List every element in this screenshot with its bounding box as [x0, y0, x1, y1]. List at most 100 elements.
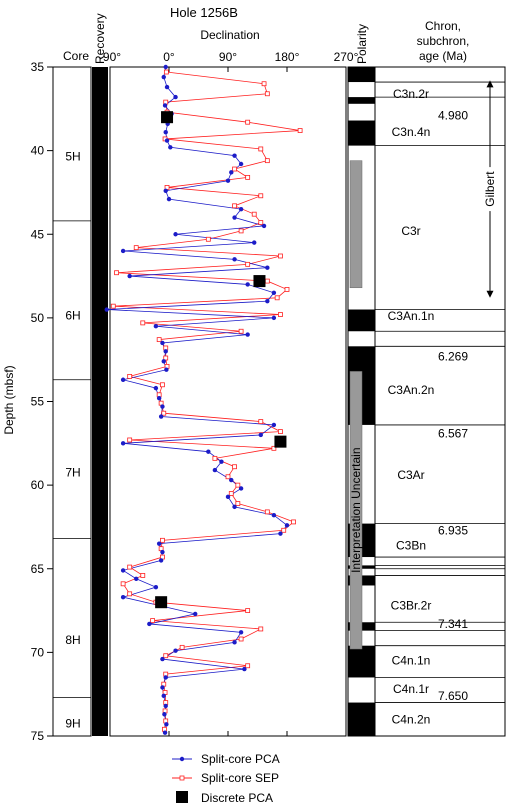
pca-point	[158, 414, 164, 419]
x-axis-label: Declination	[200, 28, 259, 42]
pca-point	[120, 377, 126, 382]
pca-point	[162, 730, 168, 735]
sep-point	[264, 509, 270, 515]
chron-label: C3n.4n	[392, 125, 431, 139]
pca-point	[164, 138, 170, 143]
x-tick-label: -90°	[99, 50, 121, 64]
pca-point	[104, 307, 109, 312]
sep-point	[160, 537, 165, 543]
gilbert-label: Gilbert	[483, 171, 497, 207]
chron-label: C3r	[401, 224, 420, 238]
pca-point	[261, 223, 267, 229]
x-tick-label: 270°	[334, 50, 359, 64]
chart-title: Hole 1256B	[170, 5, 238, 20]
sep-point	[245, 174, 251, 180]
pca-point	[219, 459, 224, 464]
sep-point	[110, 303, 116, 309]
sep-point	[245, 663, 251, 669]
sep-point	[127, 591, 133, 597]
sep-point	[235, 482, 241, 488]
pca-point	[225, 178, 231, 183]
sep-point	[238, 636, 244, 642]
polarity-column-header: Polarity	[355, 24, 369, 64]
y-tick-label: 70	[31, 645, 45, 659]
pca-point	[163, 64, 168, 70]
pca-point	[168, 145, 173, 150]
age-label: 7.650	[438, 689, 468, 703]
pca-point	[163, 130, 168, 135]
chron-column	[374, 66, 506, 737]
age-label: 6.935	[438, 523, 468, 537]
chron-label: C3Br.2r	[391, 599, 432, 613]
uncertain-label: Interpretation Uncertain	[349, 448, 363, 573]
pca-point	[284, 523, 290, 528]
pca-point	[229, 170, 234, 175]
sep-point	[232, 464, 237, 470]
pca-point	[238, 630, 244, 635]
chron-column-header: Chron, subchron, age (Ma)	[417, 19, 470, 63]
pca-point	[258, 432, 263, 438]
pca-point	[163, 675, 168, 680]
discrete-pca-point	[253, 275, 266, 288]
age-label: 6.567	[438, 426, 468, 440]
series-line-sep	[113, 71, 301, 730]
pca-point	[161, 359, 166, 364]
sep-point	[127, 564, 133, 570]
pca-point	[163, 188, 168, 193]
pca-point	[242, 666, 247, 672]
y-tick-label: 50	[31, 311, 45, 325]
pca-point	[161, 693, 166, 699]
pca-point	[164, 722, 169, 727]
sep-point	[160, 382, 165, 388]
core-label: 9H	[65, 717, 80, 731]
y-tick-label: 55	[31, 395, 45, 409]
sep-point	[232, 203, 237, 209]
pca-point	[232, 153, 237, 158]
sep-point	[127, 437, 133, 443]
discrete-pca-point	[161, 111, 174, 124]
sep-point	[261, 81, 267, 87]
sep-point	[264, 278, 270, 284]
x-tick-label: 90°	[219, 50, 237, 64]
pca-point	[156, 541, 162, 546]
declination-plot-frame	[109, 66, 347, 737]
pca-point	[265, 298, 270, 304]
pca-point	[158, 558, 164, 563]
sep-point	[291, 519, 296, 525]
pca-point	[232, 215, 237, 220]
pca-point	[162, 103, 168, 108]
pca-point	[164, 84, 170, 90]
y-tick-label: 60	[31, 478, 45, 492]
recovery-bar	[92, 67, 108, 736]
sep-point	[281, 527, 287, 533]
series-line-pca	[106, 66, 288, 733]
pca-point	[163, 703, 168, 709]
sep-point	[150, 618, 156, 623]
legend-pca-label: Split-core PCA	[201, 752, 280, 766]
pca-point	[134, 576, 139, 581]
sep-point	[284, 287, 290, 292]
pca-point	[265, 265, 270, 270]
pca-point	[232, 257, 237, 262]
pca-point	[271, 513, 277, 518]
pca-point	[160, 685, 165, 690]
sep-point	[232, 166, 237, 172]
pca-point	[245, 332, 250, 337]
sep-point	[238, 328, 244, 334]
pca-point	[271, 315, 277, 321]
age-label: 4.980	[438, 109, 468, 123]
pca-point	[147, 621, 152, 627]
uncertain-bar	[349, 371, 363, 650]
y-tick-label: 45	[31, 227, 45, 241]
sep-point	[264, 158, 270, 164]
sep-point	[258, 419, 264, 424]
pca-point	[271, 422, 277, 428]
sep-point	[161, 410, 167, 416]
pca-point	[278, 531, 283, 536]
pca-point	[163, 349, 168, 354]
pca-point	[212, 467, 218, 473]
pca-point	[161, 74, 166, 80]
age-label: 6.269	[438, 349, 468, 363]
gilbert-label-bg	[483, 167, 497, 212]
